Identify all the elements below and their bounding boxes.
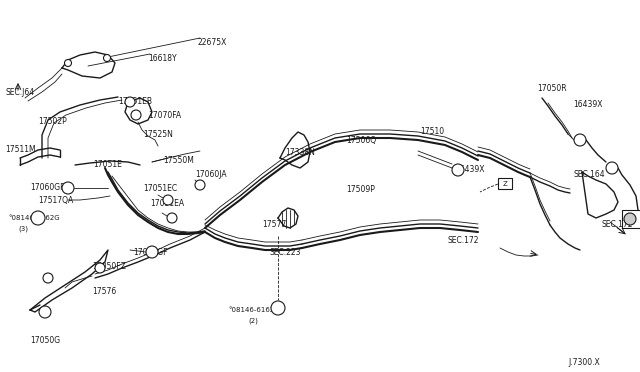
Text: B: B — [276, 305, 280, 311]
Circle shape — [271, 301, 285, 315]
Text: 17051E: 17051E — [93, 160, 122, 169]
Circle shape — [624, 213, 636, 225]
Text: 17510: 17510 — [420, 127, 444, 136]
Text: 17050G: 17050G — [30, 336, 60, 345]
Text: 17051EB: 17051EB — [118, 97, 152, 106]
Circle shape — [104, 55, 111, 61]
Text: 22675X: 22675X — [198, 38, 227, 47]
Text: SEC.172: SEC.172 — [601, 220, 632, 229]
Text: 17060JA: 17060JA — [195, 170, 227, 179]
Text: 17525N: 17525N — [143, 130, 173, 139]
Text: B: B — [36, 215, 40, 221]
Text: SEC.223: SEC.223 — [270, 248, 301, 257]
Circle shape — [131, 110, 141, 120]
Circle shape — [163, 195, 173, 205]
Text: 17506Q: 17506Q — [346, 136, 376, 145]
Text: 16439X: 16439X — [455, 165, 484, 174]
Text: °08146-6162G: °08146-6162G — [8, 215, 60, 221]
Bar — [622, 210, 640, 228]
Text: 17576: 17576 — [92, 287, 116, 296]
Text: 16439X: 16439X — [573, 100, 602, 109]
Text: Z: Z — [502, 180, 508, 186]
Circle shape — [43, 273, 53, 283]
Text: 17502P: 17502P — [38, 117, 67, 126]
Text: 17509P: 17509P — [346, 185, 375, 194]
Circle shape — [167, 213, 177, 223]
Circle shape — [452, 164, 464, 176]
Circle shape — [606, 162, 618, 174]
Circle shape — [31, 211, 45, 225]
Text: 17550M: 17550M — [163, 156, 194, 165]
Circle shape — [39, 306, 51, 318]
Text: °08146-6162G: °08146-6162G — [228, 307, 280, 313]
Circle shape — [65, 60, 72, 67]
Circle shape — [195, 180, 205, 190]
Text: 16618Y: 16618Y — [148, 54, 177, 63]
Circle shape — [125, 97, 135, 107]
Circle shape — [574, 134, 586, 146]
Text: 17338N: 17338N — [285, 148, 315, 157]
Text: 17060GF: 17060GF — [133, 248, 168, 257]
Text: SEC.J64: SEC.J64 — [5, 88, 34, 97]
Text: (3): (3) — [18, 226, 28, 232]
Text: 17051EC: 17051EC — [143, 184, 177, 193]
Text: SEC.164: SEC.164 — [574, 170, 605, 179]
Text: 17050R: 17050R — [537, 84, 566, 93]
Text: 17070FA: 17070FA — [148, 111, 181, 120]
Text: (2): (2) — [248, 318, 258, 324]
Text: 17577: 17577 — [262, 220, 286, 229]
Text: 17517QA: 17517QA — [38, 196, 73, 205]
Text: 17060GF: 17060GF — [30, 183, 65, 192]
Text: J.7300.X: J.7300.X — [568, 358, 600, 367]
Text: 17051EA: 17051EA — [150, 199, 184, 208]
Circle shape — [95, 263, 105, 273]
Text: SEC.172: SEC.172 — [448, 236, 479, 245]
Text: 17511M: 17511M — [5, 145, 36, 154]
Circle shape — [62, 182, 74, 194]
Text: 17050FZ: 17050FZ — [92, 262, 126, 271]
Circle shape — [146, 246, 158, 258]
Bar — [498, 178, 512, 189]
